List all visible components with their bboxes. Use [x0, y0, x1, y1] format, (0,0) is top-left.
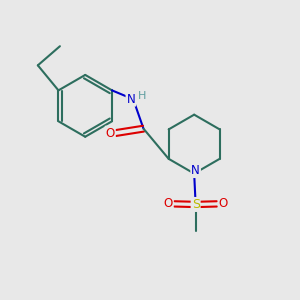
Text: S: S — [192, 198, 200, 211]
Text: O: O — [219, 197, 228, 210]
Text: N: N — [191, 164, 200, 177]
Text: N: N — [127, 93, 135, 106]
Text: H: H — [138, 91, 146, 101]
Text: O: O — [163, 197, 172, 210]
Text: O: O — [106, 127, 115, 140]
